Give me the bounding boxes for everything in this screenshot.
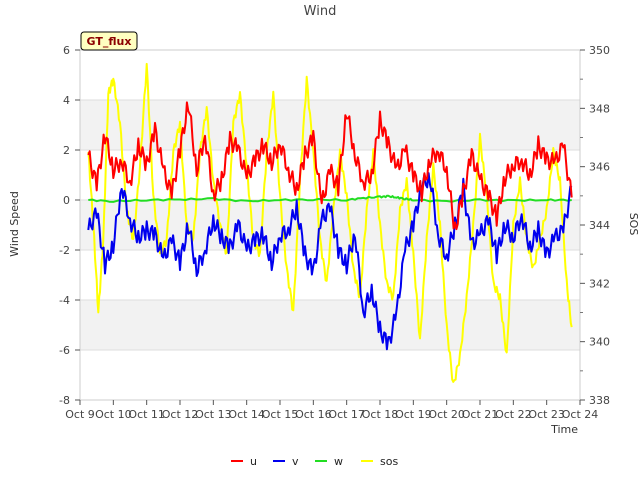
y2-tick-label: 346 [589, 161, 610, 174]
x-tick-label: Oct 21 [462, 408, 499, 421]
y2-axis-title: SOS [627, 213, 640, 236]
legend-label-v: v [292, 455, 299, 468]
series-line-v [87, 172, 573, 351]
site-badge: GT_flux [80, 31, 138, 51]
x-tick-label: Oct 19 [395, 408, 432, 421]
x-tick-label: Oct 10 [95, 408, 132, 421]
y2-tick-label: 350 [589, 44, 610, 57]
y-tick-label: -6 [59, 344, 70, 357]
x-tick-label: Oct 20 [428, 408, 465, 421]
y-tick-label: 4 [63, 94, 70, 107]
x-tick-label: Oct 18 [362, 408, 399, 421]
y-tick-label: 0 [63, 194, 70, 207]
x-tick-label: Oct 13 [195, 408, 232, 421]
y-tick-label: -2 [59, 244, 70, 257]
y2-tick-label: 340 [589, 336, 610, 349]
legend-label-w: w [334, 455, 343, 468]
y2-tick-label: 338 [589, 394, 610, 407]
x-tick-label: Oct 11 [128, 408, 165, 421]
site-badge-label: GT_flux [87, 35, 132, 48]
legend: u v w sos [231, 455, 398, 468]
background-band [80, 350, 580, 400]
background-band [80, 100, 580, 150]
y-axis-title: Wind Speed [8, 191, 21, 257]
x-tick-label: Oct 15 [262, 408, 299, 421]
x-tick-label: Oct 12 [162, 408, 199, 421]
x-tick-label: Oct 23 [528, 408, 565, 421]
y2-tick-label: 348 [589, 102, 610, 115]
y-tick-label: 2 [63, 144, 70, 157]
background-band [80, 50, 580, 100]
y2-tick-label: 342 [589, 277, 610, 290]
y-tick-label: -8 [59, 394, 70, 407]
background-band [80, 300, 580, 350]
x-axis-title: Time [550, 423, 578, 436]
series-line-w [88, 194, 572, 203]
x-tick-label: Oct 16 [295, 408, 332, 421]
series-layer [87, 62, 573, 383]
legend-label-sos: sos [380, 455, 398, 468]
y2-tick-label: 344 [589, 219, 610, 232]
x-tick-label: Oct 9 [65, 408, 95, 421]
series-line-u [87, 101, 573, 231]
x-tick-label: Oct 17 [328, 408, 365, 421]
legend-label-u: u [250, 455, 257, 468]
x-tick-label: Oct 24 [562, 408, 599, 421]
site-badge-box [80, 31, 138, 51]
y-tick-label: -4 [59, 294, 70, 307]
y-tick-label: 6 [63, 44, 70, 57]
x-tick-label: Oct 14 [228, 408, 265, 421]
x-tick-label: Oct 22 [495, 408, 532, 421]
chart-title: Wind [304, 4, 337, 19]
